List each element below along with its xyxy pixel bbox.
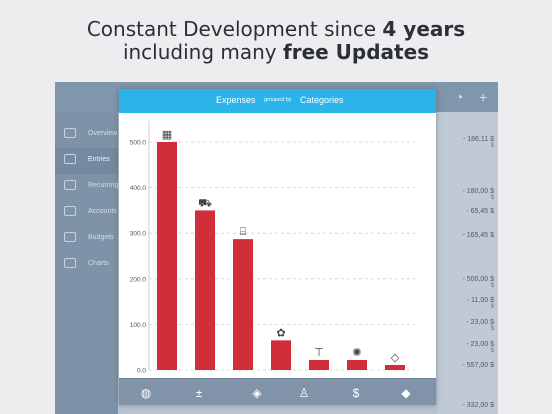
amount-text: - 332,00 $ bbox=[462, 402, 494, 409]
sidebar-item-label: Charts bbox=[88, 260, 109, 267]
amount-text: - 500,00 $ bbox=[462, 276, 494, 283]
app-sidebar: Overview Entries Recurring Accounts Budgets C… bbox=[55, 112, 118, 414]
headline-line-1-bold: 4 years bbox=[382, 17, 466, 41]
headline-line-2-bold: free Updates bbox=[283, 40, 430, 64]
amount-text: - 165,45 $ bbox=[462, 232, 494, 239]
amount-text: - 23,00 $ bbox=[466, 341, 494, 348]
amount-text: - 23,00 $ bbox=[466, 319, 494, 326]
headline-line-1: Constant Development since 4 years bbox=[0, 18, 552, 41]
amounts-column: - 186,11 $ $ - 180,00 $ $ - 65,45 $ - 165,45 … bbox=[437, 112, 498, 414]
dollar-icon[interactable]: $ bbox=[352, 386, 360, 400]
recurring-icon bbox=[64, 180, 76, 190]
tag-icon: ◇ bbox=[391, 351, 400, 364]
amount-text: - 186,11 $ bbox=[462, 136, 494, 143]
bar bbox=[347, 359, 367, 370]
amount-currency: $ bbox=[490, 304, 494, 310]
sidebar-item-label: Accounts bbox=[88, 208, 117, 215]
bar bbox=[233, 239, 253, 370]
y-tick-label: 100.0 bbox=[130, 322, 147, 329]
tshirt-icon: ⊤ bbox=[314, 346, 324, 359]
person-icon[interactable]: ♙ bbox=[298, 386, 310, 400]
y-tick-label: 200.0 bbox=[130, 276, 147, 283]
amount-currency: $ bbox=[490, 195, 494, 201]
plus-minus-icon[interactable]: ± bbox=[195, 386, 203, 400]
amount-value: - 186,11 $ $ bbox=[463, 136, 494, 149]
expenses-bar-chart: 0.0 100.0 200.0 300.0 400.0 500.0 ▦ ⛟ ⌸ ✿ ⊤ ✺ ◇ bbox=[130, 121, 415, 375]
bar bbox=[385, 364, 405, 370]
amount-currency: $ bbox=[490, 283, 494, 289]
list-icon bbox=[64, 154, 76, 164]
clock-icon[interactable]: ◔ bbox=[455, 89, 464, 105]
tag-icon[interactable]: ◈ bbox=[252, 386, 262, 400]
bee-icon: ✺ bbox=[352, 346, 361, 359]
header-grouped-by: grouped by bbox=[264, 97, 292, 103]
sidebar-item-charts[interactable]: Charts bbox=[55, 252, 118, 278]
amount-text: - 11,00 $ bbox=[466, 297, 494, 304]
amount-currency: $ bbox=[490, 143, 494, 149]
y-tick-label: 0.0 bbox=[137, 368, 146, 375]
globe-icon[interactable]: ◍ bbox=[140, 386, 152, 400]
sidebar-item-label: Entries bbox=[88, 156, 110, 163]
sidebar-item-overview[interactable]: Overview bbox=[55, 122, 118, 148]
amount-text: - 180,00 $ bbox=[462, 188, 494, 195]
sidebar-item-entries[interactable]: Entries bbox=[55, 148, 118, 174]
amount-value: - 500,00 $ $ bbox=[462, 276, 494, 289]
headline-line-1-text: Constant Development since bbox=[86, 17, 383, 41]
sidebar-item-label: Overview bbox=[88, 130, 118, 137]
sidebar-item-budgets[interactable]: Budgets bbox=[55, 226, 118, 252]
car-icon: ⛟ bbox=[198, 196, 212, 209]
y-tick-label: 400.0 bbox=[130, 185, 147, 192]
paw-icon: ✿ bbox=[276, 326, 285, 339]
sidebar-item-label: Budgets bbox=[88, 234, 114, 241]
header-categories[interactable]: Categories bbox=[300, 95, 344, 105]
bar bbox=[271, 340, 291, 370]
chart-modal: Expenses grouped by Categories 0.0 100.0 2… bbox=[119, 89, 436, 405]
amount-currency: $ bbox=[490, 326, 494, 332]
accounts-icon bbox=[64, 206, 76, 216]
headline-line-2-text: including many bbox=[122, 40, 283, 64]
amount-value: - 180,00 $ $ bbox=[462, 188, 494, 201]
amount-value: - 23,00 $ $ bbox=[466, 319, 494, 332]
header-expenses[interactable]: Expenses bbox=[216, 95, 256, 105]
sofa-icon: ⌸ bbox=[240, 225, 247, 238]
amount-value: - 165,45 $ bbox=[462, 232, 494, 239]
amount-text: - 557,00 $ bbox=[462, 362, 494, 369]
modal-footer-toolbar: ◍ ± ◈ ♙ $ ◆ bbox=[119, 378, 436, 405]
check-icon bbox=[64, 232, 76, 242]
bar bbox=[195, 210, 215, 370]
y-tick-label: 300.0 bbox=[130, 231, 147, 238]
amount-value: - 65,45 $ bbox=[466, 208, 494, 215]
amount-currency: $ bbox=[490, 348, 494, 354]
chart-icon bbox=[64, 258, 76, 268]
y-tick-label: 500.0 bbox=[130, 140, 147, 147]
bar bbox=[309, 359, 329, 370]
amount-value: - 11,00 $ $ bbox=[467, 297, 494, 310]
bar bbox=[157, 142, 177, 370]
add-icon[interactable]: + bbox=[479, 89, 488, 105]
modal-header: Expenses grouped by Categories bbox=[119, 89, 436, 113]
headline: Constant Development since 4 years inclu… bbox=[0, 18, 552, 64]
amount-value: - 557,00 $ bbox=[462, 362, 494, 369]
headline-line-2: including many free Updates bbox=[0, 41, 552, 64]
overview-icon bbox=[64, 128, 76, 138]
sidebar-item-label: Recurring bbox=[88, 182, 119, 189]
building-icon: ▦ bbox=[162, 128, 172, 141]
amount-value: - 23,00 $ $ bbox=[466, 341, 494, 354]
amount-text: - 65,45 $ bbox=[466, 208, 494, 215]
sidebar-item-accounts[interactable]: Accounts bbox=[55, 200, 118, 226]
sidebar-item-recurring[interactable]: Recurring bbox=[55, 174, 118, 200]
tag-fill-icon[interactable]: ◆ bbox=[401, 386, 411, 400]
amount-value: - 332,00 $ bbox=[462, 402, 494, 409]
